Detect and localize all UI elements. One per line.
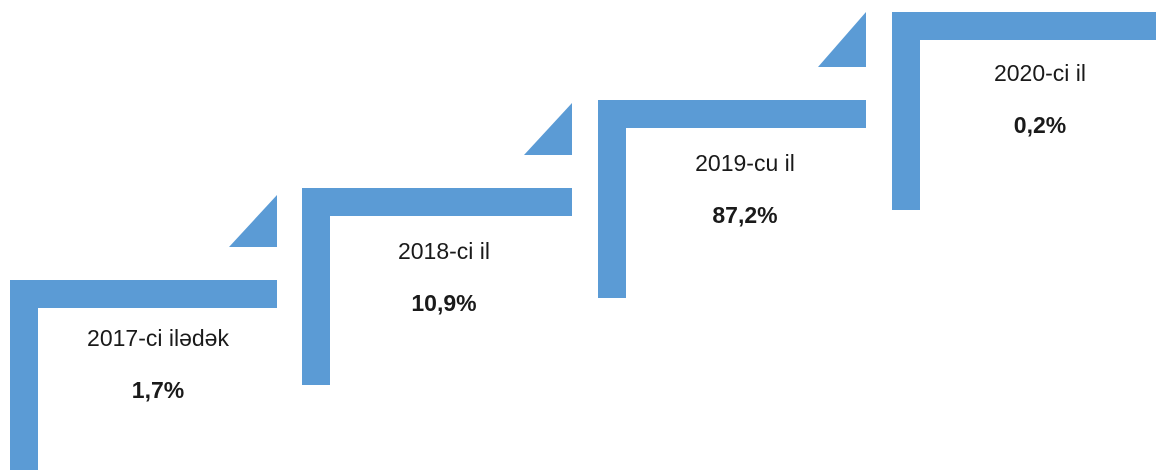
- step-value: 0,2%: [1014, 112, 1066, 138]
- step-label: 2020-ci il: [994, 60, 1086, 86]
- step-label: 2017-ci ilədək: [87, 325, 229, 351]
- step-arrow: [818, 12, 866, 67]
- step-shape: [302, 188, 572, 385]
- step-shape: [892, 12, 1156, 210]
- step-value: 1,7%: [132, 377, 184, 403]
- step-shape: [598, 100, 866, 298]
- step-label: 2018-ci il: [398, 238, 490, 264]
- step-label: 2019-cu il: [695, 150, 795, 176]
- step-value: 87,2%: [712, 202, 777, 228]
- step-value: 10,9%: [411, 290, 476, 316]
- step-arrow: [229, 195, 277, 247]
- step-shape: [10, 280, 277, 470]
- step-arrow: [524, 103, 572, 155]
